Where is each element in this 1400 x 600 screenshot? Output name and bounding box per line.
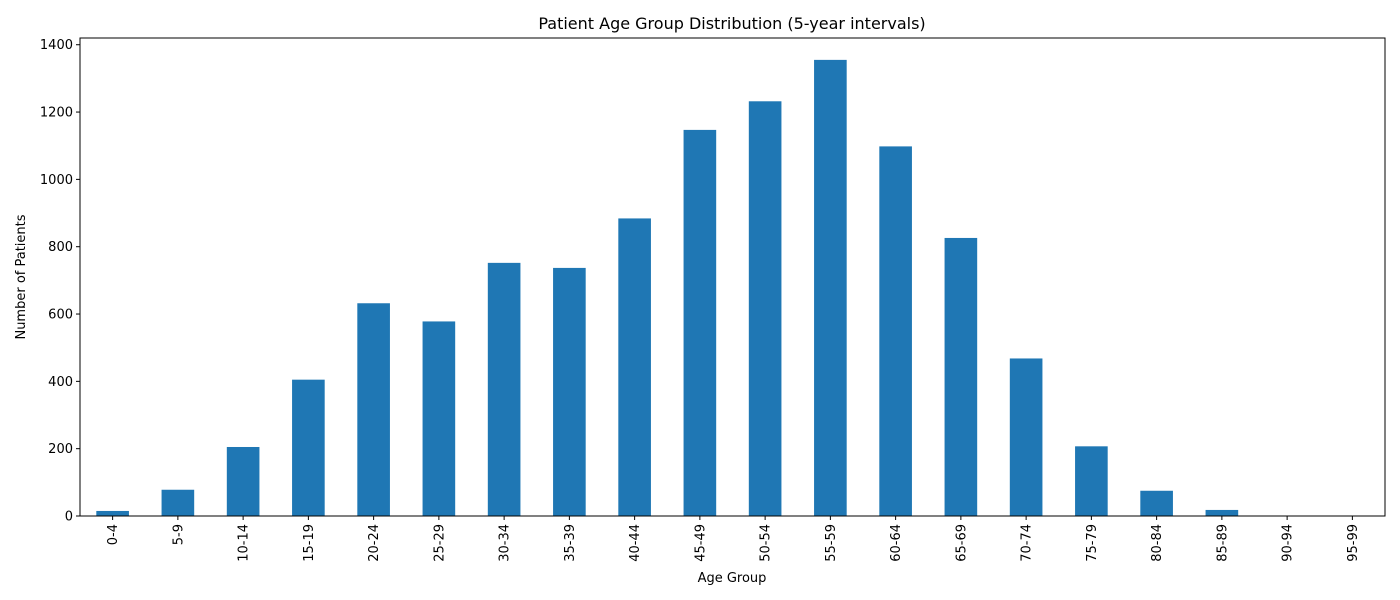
x-tick-label: 20-24 <box>367 524 382 562</box>
bar-45-49 <box>683 129 717 516</box>
y-tick-label: 1400 <box>40 38 73 53</box>
x-tick-label: 85-89 <box>1215 524 1230 562</box>
x-tick-label: 5-9 <box>171 524 186 545</box>
bar-75-79 <box>1075 446 1108 516</box>
y-axis-label: Number of Patients <box>14 214 29 339</box>
y-tick-label: 1000 <box>40 173 73 188</box>
x-tick-label: 10-14 <box>237 524 252 562</box>
bar-40-44 <box>618 218 651 516</box>
bar-0-4 <box>96 510 129 516</box>
x-tick-label: 50-54 <box>759 524 774 562</box>
bar-35-39 <box>553 267 586 516</box>
bar-5-9 <box>161 489 195 516</box>
x-tick-label: 0-4 <box>106 524 121 545</box>
x-tick-label: 25-29 <box>432 524 447 562</box>
bar-85-89 <box>1205 509 1239 516</box>
x-tick-label: 90-94 <box>1281 524 1296 562</box>
x-axis-label: Age Group <box>698 571 767 586</box>
x-tick-label: 30-34 <box>498 524 513 562</box>
x-tick-label: 45-49 <box>693 524 708 562</box>
bar-50-54 <box>748 101 782 516</box>
x-tick-label: 35-39 <box>563 524 578 562</box>
chart-title: Patient Age Group Distribution (5-year i… <box>538 14 925 33</box>
x-tick-label: 65-69 <box>954 524 969 562</box>
x-tick-label: 60-64 <box>889 524 904 562</box>
x-axis-ticks: 0-4 5-9 10-14 15-19 20-24 25-29 30-34 35-39 40-4… <box>106 516 1361 562</box>
plot-frame <box>79 37 1386 517</box>
bar-65-69 <box>944 237 978 516</box>
y-tick-label: 1200 <box>40 106 73 121</box>
y-axis-ticks: 0 200 400 600 800 1000 1200 1400 <box>40 38 80 525</box>
bar-55-59 <box>814 59 847 517</box>
bar-25-29 <box>422 321 456 516</box>
y-tick-label: 600 <box>48 308 73 323</box>
x-tick-label: 15-19 <box>302 524 317 562</box>
x-tick-label: 75-79 <box>1085 524 1100 562</box>
bar-60-64 <box>879 146 912 517</box>
y-tick-label: 200 <box>48 442 73 457</box>
x-tick-label: 70-74 <box>1020 524 1035 562</box>
x-tick-label: 95-99 <box>1346 524 1361 562</box>
bar-80-84 <box>1140 490 1173 516</box>
y-tick-label: 0 <box>65 510 73 525</box>
x-tick-label: 55-59 <box>824 524 839 562</box>
bar-20-24 <box>357 303 390 516</box>
y-tick-label: 400 <box>48 375 73 390</box>
bar-15-19 <box>292 379 325 516</box>
x-tick-label: 80-84 <box>1150 524 1165 562</box>
bar-30-34 <box>487 262 521 516</box>
y-tick-label: 800 <box>48 240 73 255</box>
bar-10-14 <box>226 446 260 516</box>
bar-70-74 <box>1009 358 1043 516</box>
bars-group <box>96 59 1239 517</box>
x-tick-label: 40-44 <box>628 524 643 562</box>
